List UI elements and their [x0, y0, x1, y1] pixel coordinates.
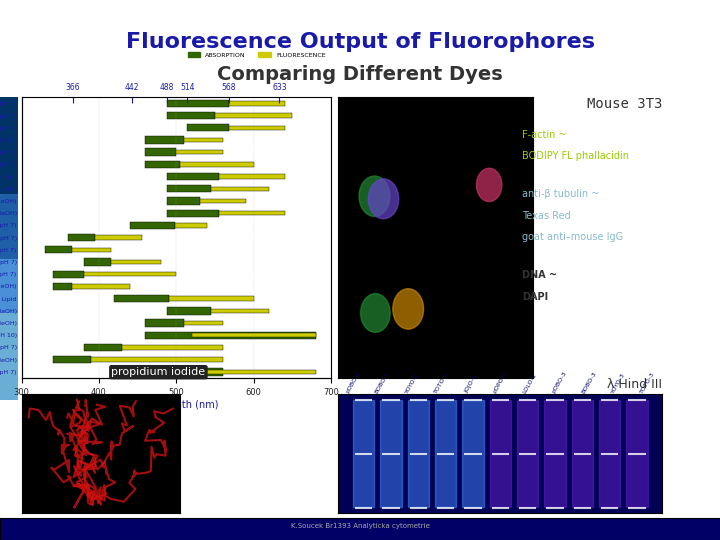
Bar — [84, 258, 111, 266]
Text: pOBO-3: pOBO-3 — [551, 370, 567, 394]
Bar — [219, 174, 284, 179]
Text: DNA ~: DNA ~ — [522, 270, 557, 280]
X-axis label: Wavelength (nm): Wavelength (nm) — [134, 400, 219, 409]
Text: YOYO-1: YOYO-1 — [404, 372, 420, 394]
Text: LOLO-1: LOLO-1 — [522, 372, 538, 394]
Text: Fluorescence Output of Fluorophores: Fluorescence Output of Fluorophores — [125, 32, 595, 52]
Bar — [145, 136, 184, 144]
Bar — [380, 400, 402, 507]
Bar — [130, 222, 175, 229]
Text: YOYO-3: YOYO-3 — [611, 372, 626, 394]
Bar — [184, 321, 222, 325]
Bar — [53, 283, 72, 290]
Bar — [167, 185, 211, 192]
Bar — [91, 357, 222, 362]
Bar — [175, 223, 207, 227]
Text: K.Soucek Br1393 Analyticka cytometrie: K.Soucek Br1393 Analyticka cytometrie — [291, 523, 429, 529]
Text: goat anti–mouse IgG: goat anti–mouse IgG — [522, 232, 623, 242]
Bar — [167, 368, 222, 375]
Bar — [626, 400, 648, 507]
Text: F-actin ~: F-actin ~ — [522, 130, 567, 140]
Bar — [229, 101, 284, 105]
Circle shape — [361, 294, 390, 332]
Bar — [219, 211, 284, 215]
Text: anti-β tubulin ~: anti-β tubulin ~ — [522, 189, 599, 199]
Bar — [167, 173, 219, 180]
Bar — [145, 332, 315, 339]
Text: pOBO-1: pOBO-1 — [345, 370, 361, 394]
Bar — [122, 345, 222, 350]
Legend: ABSORPTION, FLUORESCENCE: ABSORPTION, FLUORESCENCE — [185, 50, 328, 60]
Bar — [145, 148, 176, 156]
Text: pOPO-3: pOPO-3 — [492, 371, 508, 394]
Bar — [167, 100, 229, 107]
Bar — [599, 400, 621, 507]
Circle shape — [477, 168, 502, 201]
Bar — [199, 199, 246, 203]
Text: TOTO-3: TOTO-3 — [639, 371, 656, 394]
Bar — [490, 400, 511, 507]
Bar — [168, 296, 253, 301]
Text: BOBO-3: BOBO-3 — [580, 370, 597, 394]
Circle shape — [359, 176, 390, 217]
Bar — [45, 246, 72, 253]
Bar — [229, 125, 284, 130]
Bar — [72, 248, 111, 252]
Bar — [145, 319, 184, 327]
Circle shape — [369, 179, 399, 219]
Bar — [72, 284, 130, 289]
Bar — [145, 161, 180, 168]
Bar — [184, 138, 222, 142]
Bar — [192, 333, 315, 338]
Text: BOBO-1: BOBO-1 — [374, 370, 391, 394]
Bar — [68, 234, 95, 241]
Bar — [167, 197, 199, 205]
Circle shape — [393, 289, 423, 329]
Text: Comparing Different Dyes: Comparing Different Dyes — [217, 65, 503, 84]
Bar — [544, 400, 566, 507]
Bar — [215, 113, 292, 118]
Bar — [84, 344, 122, 351]
Text: Texas Red: Texas Red — [522, 211, 571, 221]
Bar — [572, 400, 593, 507]
Bar — [211, 186, 269, 191]
Text: propidium iodide: propidium iodide — [112, 367, 205, 377]
Text: JOJO-1: JOJO-1 — [464, 374, 478, 394]
Bar — [199, 370, 315, 374]
Bar — [167, 112, 215, 119]
Bar — [187, 124, 229, 131]
Text: Mouse 3T3: Mouse 3T3 — [587, 97, 662, 111]
Bar — [211, 309, 269, 313]
Bar — [353, 400, 374, 507]
Bar — [84, 272, 176, 276]
Bar — [111, 260, 161, 264]
Bar — [95, 235, 142, 240]
Bar — [114, 295, 168, 302]
Bar — [167, 210, 219, 217]
Bar — [435, 400, 456, 507]
Bar — [517, 400, 539, 507]
Bar — [462, 400, 484, 507]
Bar — [180, 162, 253, 166]
Text: λ Hind III: λ Hind III — [608, 378, 662, 391]
Bar — [176, 150, 222, 154]
Bar — [408, 400, 429, 507]
Text: BODIPY FL phallacidin: BODIPY FL phallacidin — [522, 151, 629, 161]
Bar — [53, 271, 84, 278]
Text: DAPI: DAPI — [522, 292, 548, 302]
Bar — [53, 356, 91, 363]
Bar — [167, 307, 211, 314]
Text: TOTO-1: TOTO-1 — [433, 371, 450, 394]
